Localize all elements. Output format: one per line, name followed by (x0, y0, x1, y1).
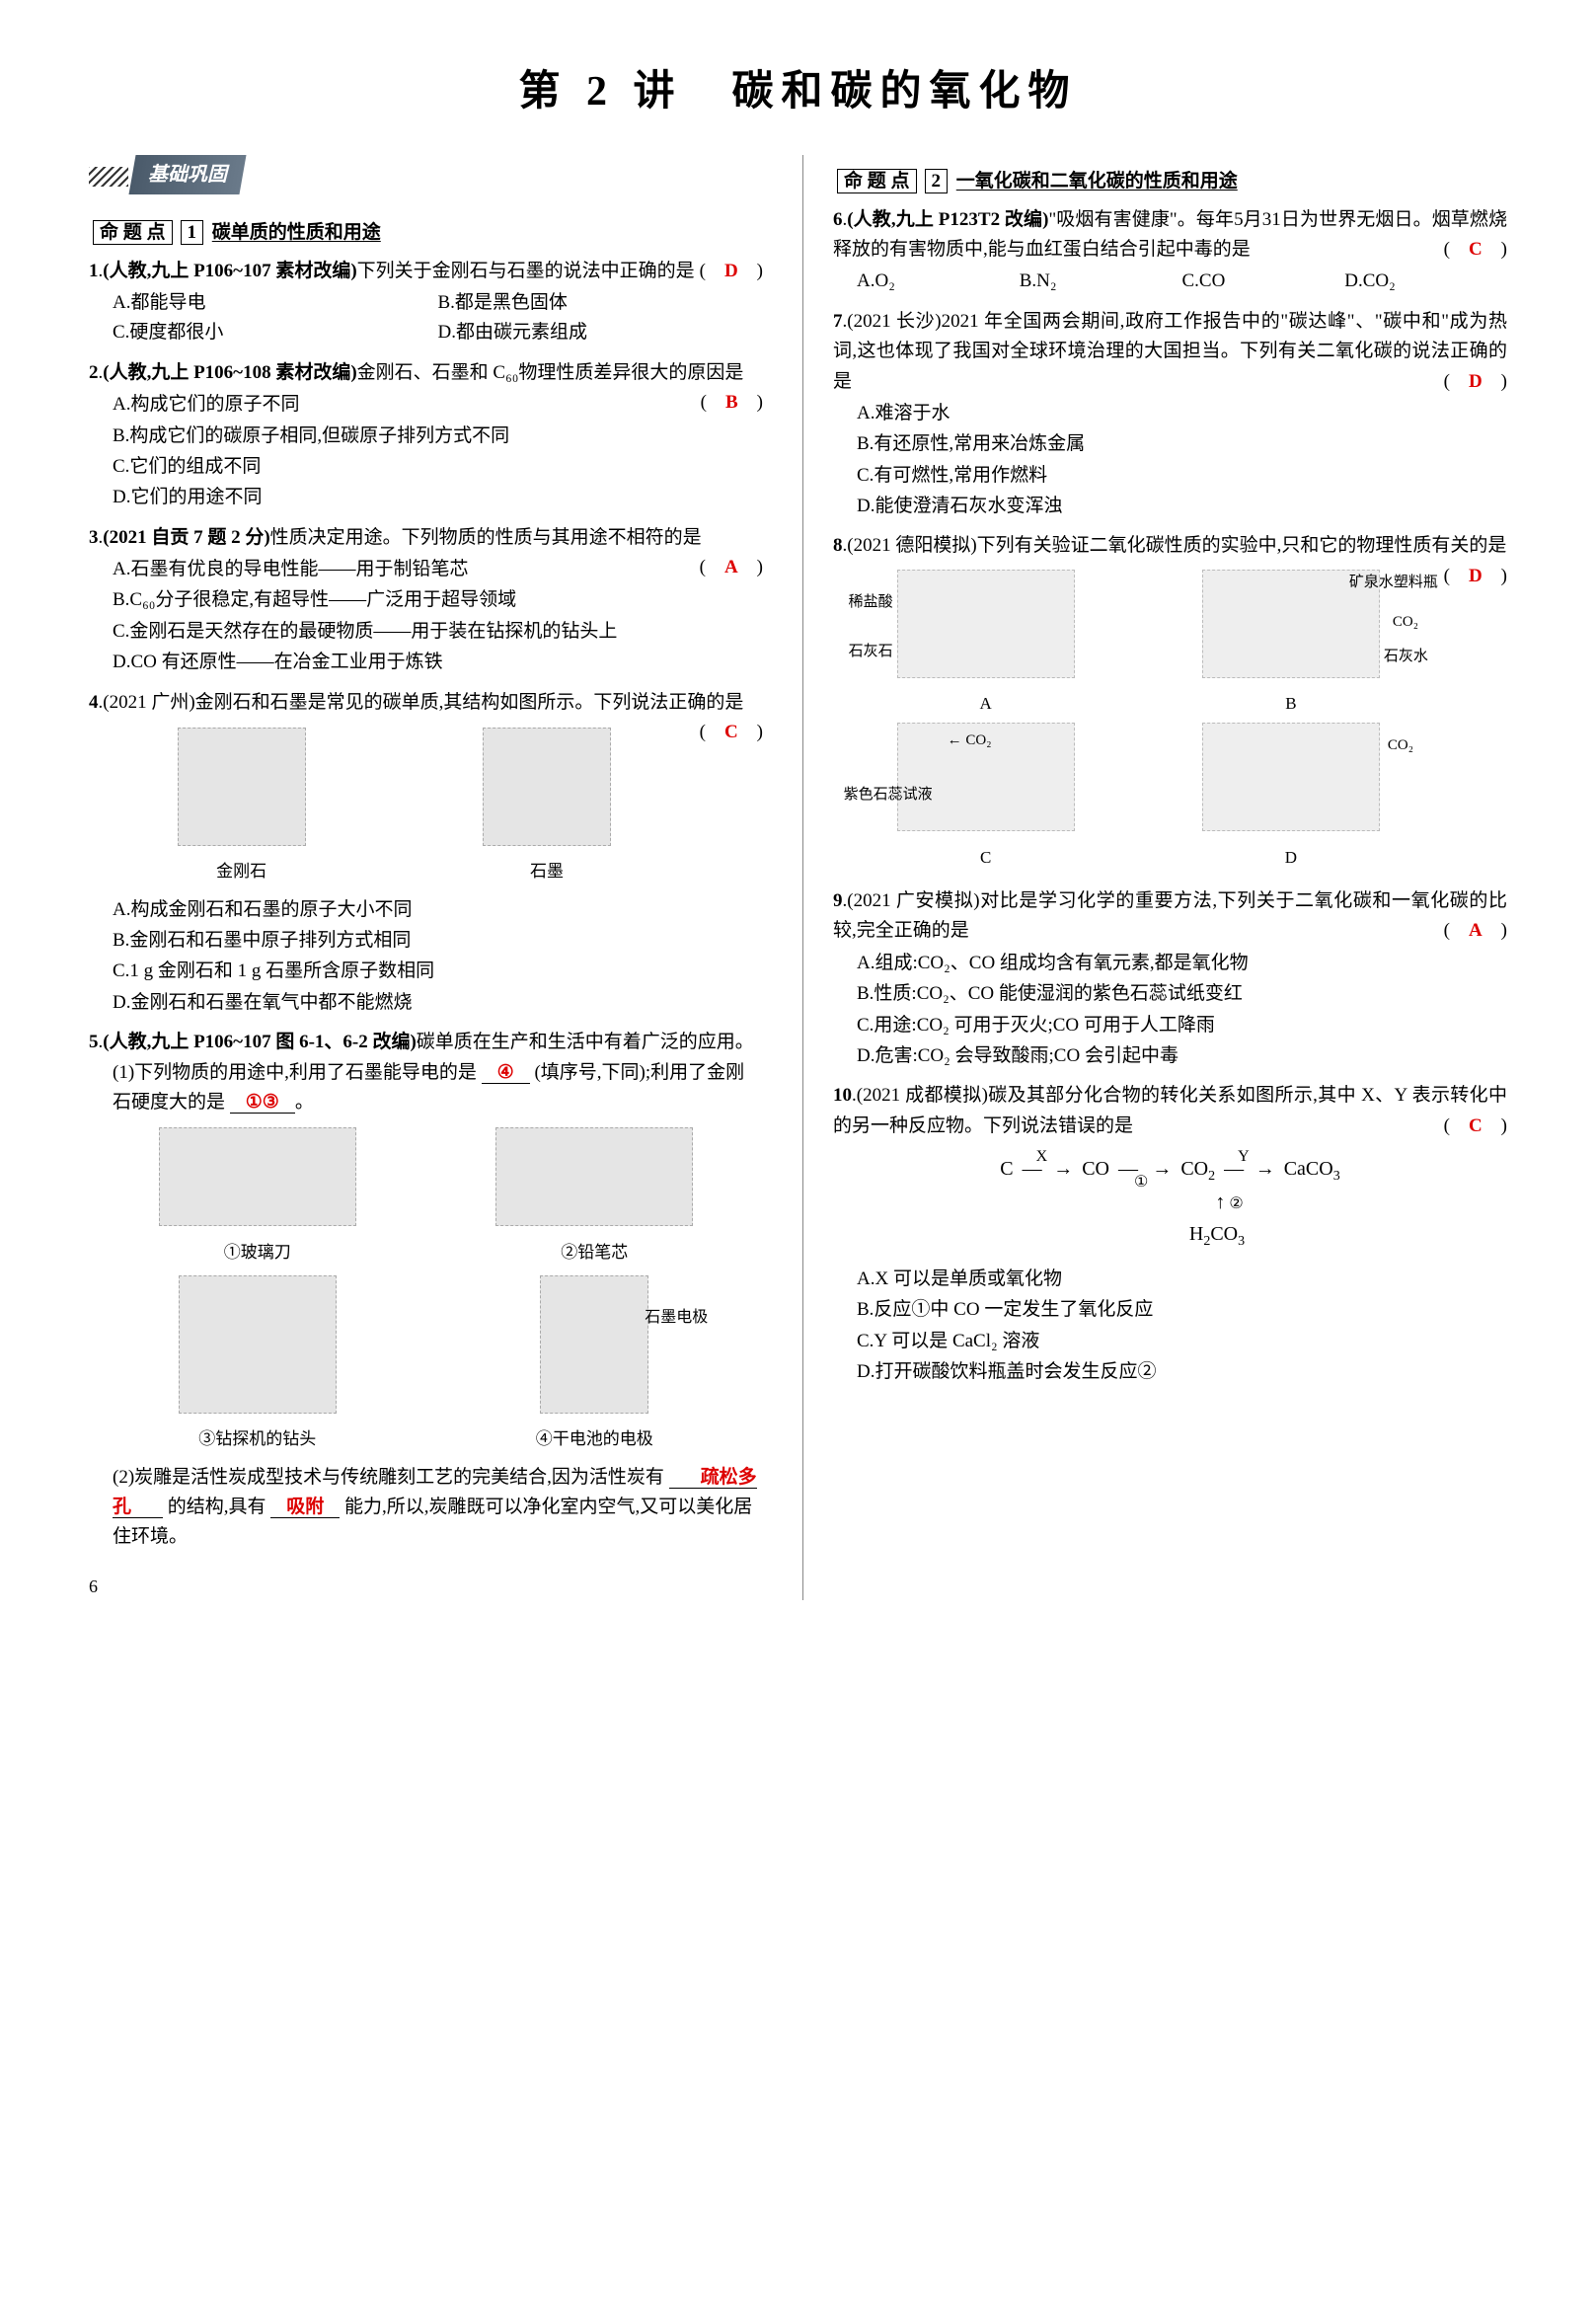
q10-opt-c: C.Y 可以是 CaCl₂ 溶液 (857, 1327, 1507, 1356)
section-header: 基础巩固 (128, 155, 246, 194)
fig-graphite-label: 石墨 (394, 858, 699, 884)
topic-2-heading: 命 题 点2 一氧化碳和二氧化碳的性质和用途 (833, 167, 1507, 196)
q9-opt-d: D.危害:CO₂ 会导致酸雨;CO 会引起中毒 (857, 1041, 1507, 1071)
q1-opt-c: C.硬度都很小 (113, 318, 438, 347)
q4-opt-a: A.构成金刚石和石墨的原子大小不同 (113, 895, 763, 925)
q9-opt-b: B.性质:CO₂、CO 能使湿润的紫色石蕊试纸变红 (857, 979, 1507, 1009)
q4-opt-b: B.金刚石和石墨中原子排列方式相同 (113, 926, 763, 956)
q5-part2-mid: 的结构,具有 (168, 1497, 266, 1517)
q9-answer: A (1469, 920, 1482, 941)
fig-b-label: B (1144, 690, 1437, 717)
fig-diamond-label: 金刚石 (89, 858, 394, 884)
q6-opt-c: C.CO (1182, 267, 1345, 296)
q10-opt-b: B.反应①中 CO 一定发生了氧化反应 (857, 1295, 1507, 1325)
graphite-electrode-note: 石墨电极 (645, 1305, 708, 1331)
q5-part1-pre: (1)下列物质的用途中,利用了石墨能导电的是 (113, 1062, 477, 1083)
graphite-structure-icon (483, 728, 611, 846)
fig-glass-cutter: ①玻璃刀 (89, 1239, 426, 1266)
q7-opt-a: A.难溶于水 (857, 399, 1507, 428)
q7-opt-c: C.有可燃性,常用作燃料 (857, 461, 1507, 491)
fig-d-label: D (1144, 844, 1437, 871)
q4-opt-c: C.1 g 金刚石和 1 g 石墨所含原子数相同 (113, 957, 763, 986)
fig-a-label: A (839, 690, 1132, 717)
h2co3-label: H2CO3 (1189, 1223, 1245, 1245)
q1-answer: D (724, 261, 738, 281)
q10-opt-d: D.打开碳酸饮料瓶盖时会发生反应② (857, 1357, 1507, 1387)
question-2: 2.(人教,九上 P106~108 素材改编)金刚石、石墨和 C₆₀物理性质差异… (89, 358, 763, 513)
question-7: 7.(2021 长沙)2021 年全国两会期间,政府工作报告中的"碳达峰"、"碳… (833, 307, 1507, 522)
q7-opt-d: D.能使澄清石灰水变浑浊 (857, 492, 1507, 521)
glass-cutter-icon (159, 1127, 356, 1226)
q3-opt-d: D.CO 有还原性——在冶金工业用于炼铁 (113, 648, 763, 677)
dry-cell-icon (540, 1275, 648, 1414)
q5-blank1: ④ (482, 1062, 530, 1084)
q4-opt-d: D.金刚石和石墨在氧气中都不能燃烧 (113, 988, 763, 1018)
right-column: 命 题 点2 一氧化碳和二氧化碳的性质和用途 6.(人教,九上 P123T2 改… (802, 155, 1507, 1600)
fig-c-label: C (839, 844, 1132, 871)
q2-opt-d: D.它们的用途不同 (113, 483, 763, 512)
reaction-chain-diagram: C —X→ CO —①→ CO2 —Y→ CaCO3 ↑② H2CO3 (833, 1153, 1507, 1253)
q5-part2-pre: (2)炭雕是活性炭成型技术与传统雕刻工艺的完美结合,因为活性炭有 (113, 1467, 664, 1488)
experiment-d-icon: CO₂ (1202, 723, 1380, 831)
question-10: 10.(2021 成都模拟)碳及其部分化合物的转化关系如图所示,其中 X、Y 表… (833, 1081, 1507, 1387)
q10-opt-a: A.X 可以是单质或氧化物 (857, 1265, 1507, 1294)
page-number: 6 (89, 1573, 763, 1601)
q5-blank2: ①③ (230, 1092, 295, 1114)
fig-drill-bit: ③钻探机的钻头 (89, 1425, 426, 1452)
q7-opt-b: B.有还原性,常用来冶炼金属 (857, 429, 1507, 459)
q2-answer: B (725, 392, 738, 413)
q2-opt-b: B.构成它们的碳原子相同,但碳原子排列方式不同 (113, 422, 763, 451)
q3-opt-a: A.石墨有优良的导电性能——用于制铅笔芯 (113, 555, 763, 584)
q6-opt-d: D.CO₂ (1344, 267, 1507, 296)
q1-opt-b: B.都是黑色固体 (438, 288, 764, 318)
q1-opt-d: D.都由碳元素组成 (438, 318, 764, 347)
q6-opt-a: A.O₂ (857, 267, 1020, 296)
diamond-structure-icon (178, 728, 306, 846)
topic-1-heading: 命 题 点1 碳单质的性质和用途 (89, 218, 763, 248)
question-1: 1.(人教,九上 P106~107 素材改编)下列关于金刚石与石墨的说法中正确的… (89, 257, 763, 348)
q2-opt-a: A.构成它们的原子不同 (113, 390, 763, 420)
q6-opt-b: B.N₂ (1020, 267, 1182, 296)
q10-answer: C (1469, 1115, 1482, 1136)
question-8: 8.(2021 德阳模拟)下列有关验证二氧化碳性质的实验中,只和它的物理性质有关… (833, 531, 1507, 877)
q5-blank4: 吸附 (270, 1497, 340, 1518)
pencil-lead-icon (495, 1127, 693, 1226)
q4-answer: C (724, 722, 738, 742)
q9-opt-a: A.组成:CO₂、CO 组成均含有氧元素,都是氧化物 (857, 949, 1507, 978)
hatch-icon (89, 167, 128, 187)
fig-dry-cell: ④干电池的电极 (426, 1425, 764, 1452)
experiment-a-icon: 稀盐酸 石灰石 (897, 570, 1075, 678)
question-4: 4.(2021 广州)金刚石和石墨是常见的碳单质,其结构如图所示。下列说法正确的… (89, 688, 763, 1019)
question-3: 3.(2021 自贡 7 题 2 分)性质决定用途。下列物质的性质与其用途不相符… (89, 523, 763, 678)
drill-bit-icon (179, 1275, 337, 1414)
question-6: 6.(人教,九上 P123T2 改编)"吸烟有害健康"。每年5月31日为世界无烟… (833, 205, 1507, 297)
left-column: 基础巩固 命 题 点1 碳单质的性质和用途 1.(人教,九上 P106~107 … (89, 155, 763, 1600)
q3-opt-b: B.C₆₀分子很稳定,有超导性——广泛用于超导领域 (113, 585, 763, 615)
question-9: 9.(2021 广安模拟)对比是学习化学的重要方法,下列关于二氧化碳和一氧化碳的… (833, 886, 1507, 1071)
page-title: 第 2 讲 碳和碳的氧化物 (89, 59, 1507, 125)
q3-opt-c: C.金刚石是天然存在的最硬物质——用于装在钻探机的钻头上 (113, 617, 763, 647)
q9-opt-c: C.用途:CO₂ 可用于灭火;CO 可用于人工降雨 (857, 1011, 1507, 1040)
q6-answer: C (1469, 239, 1482, 260)
q1-opt-a: A.都能导电 (113, 288, 438, 318)
q2-opt-c: C.它们的组成不同 (113, 452, 763, 482)
experiment-b-icon: 矿泉水塑料瓶 CO₂ 石灰水 (1202, 570, 1380, 678)
experiment-c-icon: ← CO₂ 紫色石蕊试液 (897, 723, 1075, 831)
question-5: 5.(人教,九上 P106~107 图 6-1、6-2 改编)碳单质在生产和生活… (89, 1028, 763, 1553)
q3-answer: A (724, 557, 738, 577)
q8-answer: D (1469, 566, 1482, 586)
q7-answer: D (1469, 371, 1482, 392)
fig-pencil-lead: ②铅笔芯 (426, 1239, 764, 1266)
